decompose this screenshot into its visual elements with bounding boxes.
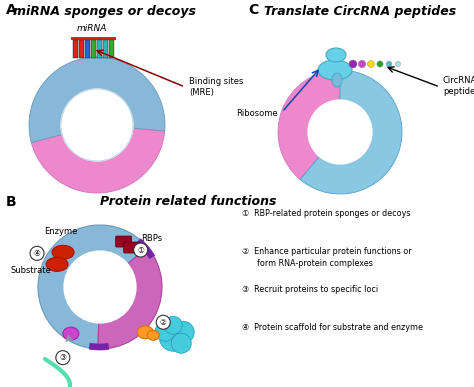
Circle shape	[358, 60, 366, 68]
Ellipse shape	[147, 330, 159, 340]
Wedge shape	[300, 70, 402, 194]
Circle shape	[349, 60, 357, 68]
Text: CircRNA
peptides: CircRNA peptides	[443, 76, 474, 96]
Circle shape	[64, 251, 136, 323]
FancyBboxPatch shape	[116, 236, 132, 247]
Wedge shape	[31, 128, 165, 193]
Wedge shape	[89, 343, 109, 350]
Text: ④: ④	[34, 249, 40, 258]
Bar	[85, 40, 90, 58]
Circle shape	[156, 315, 170, 329]
Text: Protein related functions: Protein related functions	[100, 195, 276, 208]
Text: Substrate: Substrate	[11, 266, 51, 275]
Circle shape	[172, 321, 194, 343]
Text: ③: ③	[59, 353, 66, 362]
Wedge shape	[137, 239, 155, 259]
Circle shape	[368, 61, 374, 67]
Circle shape	[377, 61, 383, 67]
Circle shape	[134, 243, 148, 257]
Circle shape	[30, 246, 44, 260]
Circle shape	[308, 100, 372, 164]
Bar	[91, 40, 96, 58]
Bar	[109, 40, 114, 58]
Bar	[73, 40, 78, 58]
Text: RBPs: RBPs	[141, 233, 162, 243]
Text: ①  RBP-related protein sponges or decoys: ① RBP-related protein sponges or decoys	[242, 209, 410, 218]
Wedge shape	[98, 247, 162, 349]
Circle shape	[56, 351, 70, 365]
Text: ③  Recruit proteins to specific loci: ③ Recruit proteins to specific loci	[242, 285, 378, 294]
Wedge shape	[38, 225, 147, 349]
Text: B: B	[6, 195, 17, 209]
Ellipse shape	[63, 327, 79, 340]
Ellipse shape	[326, 48, 346, 62]
Text: Binding sites
(MRE): Binding sites (MRE)	[189, 77, 243, 97]
Ellipse shape	[332, 73, 342, 87]
Text: Translate CircRNA peptides: Translate CircRNA peptides	[264, 5, 456, 18]
Text: miRNA sponges or decoys: miRNA sponges or decoys	[13, 5, 197, 18]
Text: ②: ②	[160, 318, 167, 327]
Text: miRNA: miRNA	[77, 24, 107, 33]
Ellipse shape	[318, 60, 352, 80]
Bar	[103, 40, 108, 58]
Text: ①: ①	[137, 245, 144, 255]
Text: Ribosome: Ribosome	[237, 110, 278, 118]
Text: ②  Enhance particular protein functions or
      form RNA-protein complexes: ② Enhance particular protein functions o…	[242, 247, 411, 268]
Ellipse shape	[137, 326, 153, 339]
Circle shape	[386, 61, 392, 67]
Bar	[79, 40, 84, 58]
Wedge shape	[29, 57, 165, 142]
Text: A: A	[6, 3, 17, 17]
Bar	[71, 37, 116, 40]
Wedge shape	[278, 70, 340, 180]
Circle shape	[171, 333, 191, 353]
FancyBboxPatch shape	[124, 242, 140, 253]
Circle shape	[155, 321, 175, 341]
Ellipse shape	[52, 245, 74, 259]
Circle shape	[164, 316, 182, 334]
Circle shape	[159, 323, 187, 351]
Circle shape	[61, 89, 133, 161]
Text: Enzyme: Enzyme	[45, 227, 78, 236]
Circle shape	[395, 62, 401, 67]
Ellipse shape	[46, 257, 68, 271]
Bar	[97, 40, 102, 58]
Text: ④  Protein scaffold for substrate and enzyme: ④ Protein scaffold for substrate and enz…	[242, 323, 423, 332]
Text: C: C	[248, 3, 258, 17]
